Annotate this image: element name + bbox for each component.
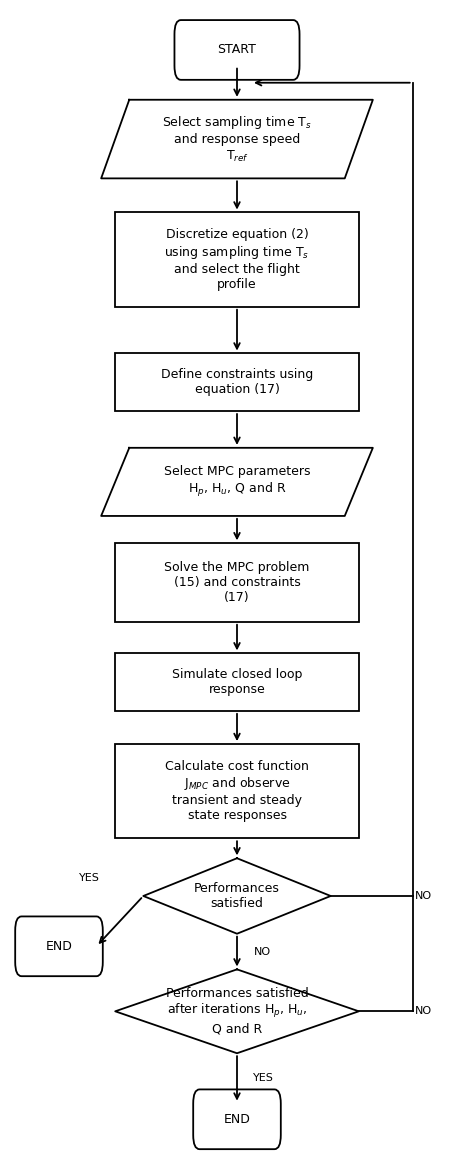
- Bar: [115, 653, 359, 711]
- Text: YES: YES: [79, 873, 100, 883]
- Polygon shape: [143, 858, 331, 934]
- Text: Calculate cost function
J$_{MPC}$ and observe
transient and steady
state respons: Calculate cost function J$_{MPC}$ and ob…: [165, 760, 309, 822]
- Text: YES: YES: [254, 1073, 274, 1084]
- FancyBboxPatch shape: [193, 1090, 281, 1149]
- Bar: [115, 744, 359, 838]
- FancyBboxPatch shape: [15, 916, 103, 977]
- Text: Select MPC parameters
H$_p$, H$_u$, Q and R: Select MPC parameters H$_p$, H$_u$, Q an…: [164, 466, 310, 498]
- Polygon shape: [101, 448, 373, 516]
- Text: Performances
satisfied: Performances satisfied: [194, 882, 280, 910]
- Text: Simulate closed loop
response: Simulate closed loop response: [172, 668, 302, 696]
- Text: Define constraints using
equation (17): Define constraints using equation (17): [161, 368, 313, 396]
- Text: NO: NO: [415, 1007, 432, 1016]
- Bar: [115, 354, 359, 411]
- Text: Performances satisfied
after iterations H$_p$, H$_u$,
Q and R: Performances satisfied after iterations …: [165, 987, 309, 1036]
- Text: END: END: [224, 1113, 250, 1126]
- Text: NO: NO: [254, 946, 271, 957]
- Text: Solve the MPC problem
(15) and constraints
(17): Solve the MPC problem (15) and constrain…: [164, 561, 310, 604]
- Bar: [115, 213, 359, 307]
- Text: START: START: [218, 43, 256, 57]
- Text: Select sampling time T$_s$
and response speed
T$_{ref}$: Select sampling time T$_s$ and response …: [162, 114, 312, 164]
- Polygon shape: [115, 970, 359, 1053]
- Text: Discretize equation (2)
using sampling time T$_s$
and select the flight
profile: Discretize equation (2) using sampling t…: [164, 228, 310, 291]
- FancyBboxPatch shape: [174, 20, 300, 80]
- Text: END: END: [46, 939, 73, 953]
- Bar: [115, 544, 359, 622]
- Polygon shape: [101, 100, 373, 178]
- Text: NO: NO: [415, 890, 432, 901]
